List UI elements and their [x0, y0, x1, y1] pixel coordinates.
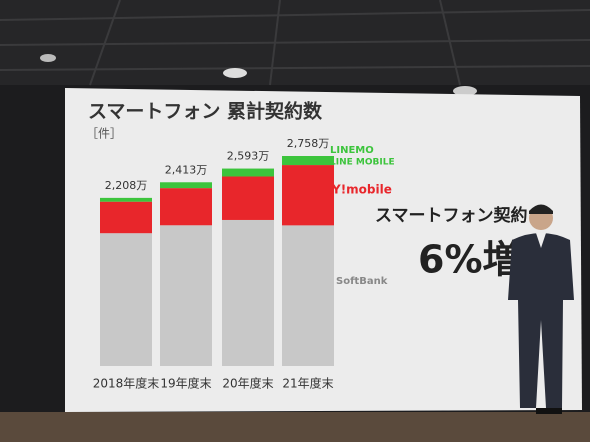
total-label: 2,413万: [165, 163, 208, 176]
bar-segment: [160, 182, 212, 189]
stage-floor: [0, 412, 590, 442]
total-label: 2,593万: [227, 150, 270, 163]
side-text: スマートフォン契約: [375, 205, 528, 226]
bar-segment: [222, 219, 274, 366]
legend-label: LINE MOBILE: [330, 158, 395, 168]
bar-segment: [100, 197, 152, 202]
total-label: 2,208万: [105, 179, 148, 192]
bar-segment: [100, 233, 152, 366]
side-highlight: 6%増: [418, 238, 521, 282]
bar-segment: [222, 176, 274, 220]
legend-label: Y!mobile: [331, 183, 392, 197]
x-tick-label: 2018年度末: [93, 376, 160, 391]
ceiling-light: [40, 54, 56, 62]
bar-segment: [160, 225, 212, 366]
bar-segment: [282, 156, 334, 166]
presenter: [508, 204, 574, 414]
total-label: 2,758万: [287, 137, 330, 150]
bar-segment: [282, 225, 334, 366]
x-tick-label: 20年度末: [222, 376, 273, 391]
bar-segment: [282, 165, 334, 226]
bar-segment: [100, 201, 152, 234]
legend-label: LINEMO: [330, 145, 374, 156]
unit-label: ［件］: [86, 127, 122, 141]
ceiling-light: [453, 86, 477, 96]
chart-title: スマートフォン 累計契約数: [88, 100, 323, 123]
bar-segment: [160, 188, 212, 226]
legend-label: SoftBank: [336, 276, 388, 287]
ceiling-truss: [0, 0, 590, 86]
x-tick-label: 21年度末: [282, 376, 333, 391]
x-tick-label: 19年度末: [160, 376, 211, 391]
ceiling-light: [223, 68, 247, 78]
bar-segment: [222, 168, 274, 177]
